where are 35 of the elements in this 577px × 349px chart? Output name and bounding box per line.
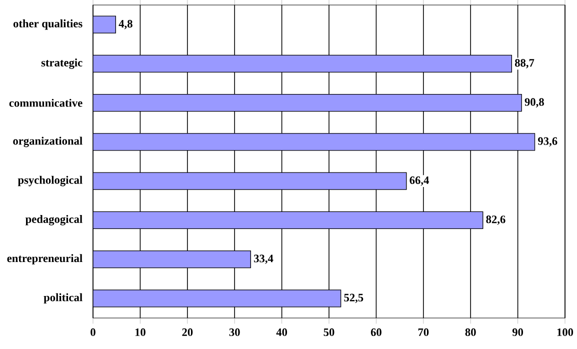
data-label: 82,6 bbox=[486, 216, 506, 225]
y-tick-label: psychological bbox=[18, 176, 82, 186]
bar bbox=[93, 211, 484, 230]
x-tick-label: 80 bbox=[465, 328, 476, 336]
y-tick-label: organizational bbox=[13, 136, 82, 148]
bar bbox=[93, 172, 407, 190]
bar bbox=[93, 94, 522, 112]
y-tick-label: pedagogical bbox=[25, 215, 82, 226]
data-label: 66,4 bbox=[410, 176, 429, 186]
x-tick-label: 100 bbox=[557, 328, 574, 336]
x-tick-label: 20 bbox=[182, 328, 193, 336]
bar bbox=[93, 133, 536, 151]
data-label: 4,8 bbox=[118, 20, 132, 30]
data-label: 93,6 bbox=[538, 137, 558, 147]
x-tick-label: 60 bbox=[370, 328, 382, 336]
x-tick-label: 90 bbox=[512, 328, 524, 336]
x-tick-label: 40 bbox=[276, 328, 288, 336]
x-tick-label: 50 bbox=[324, 328, 334, 336]
bar bbox=[93, 54, 512, 73]
x-tick-label: 30 bbox=[229, 328, 240, 336]
y-tick-label: other qualities bbox=[13, 19, 82, 30]
y-tick-label: entrepreneurial bbox=[7, 254, 82, 264]
y-tick-label: strategic bbox=[41, 58, 82, 69]
data-label: 33,4 bbox=[254, 254, 274, 264]
x-tick-label: 10 bbox=[135, 328, 146, 336]
bar bbox=[93, 16, 116, 34]
data-label: 90,8 bbox=[524, 98, 544, 108]
bar bbox=[93, 290, 342, 308]
bar bbox=[93, 250, 251, 268]
data-label: 88,7 bbox=[514, 59, 534, 68]
y-tick-label: political bbox=[44, 293, 82, 304]
x-tick-label: 70 bbox=[418, 328, 429, 336]
data-label: 52,5 bbox=[344, 294, 364, 304]
y-tick-label: communicative bbox=[9, 98, 82, 107]
x-tick-label: 0 bbox=[90, 328, 96, 336]
